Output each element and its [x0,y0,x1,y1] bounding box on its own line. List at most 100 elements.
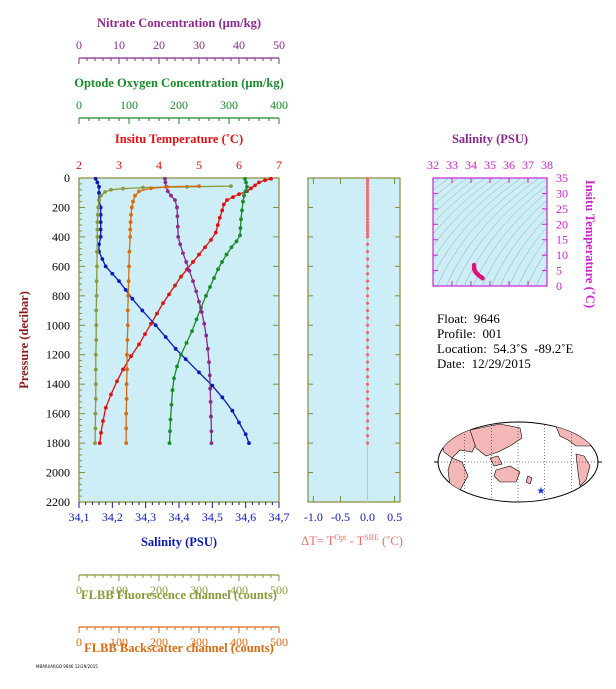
location: Location: 54.3˚S -89.2˚E [437,341,574,356]
temperature-point [203,245,207,250]
nitrate-tick-label: 30 [193,38,205,52]
oxygen-tick-label: 400 [270,98,288,112]
nitrate-point [207,373,212,378]
float-location-marker: ★ [537,486,546,497]
pressure-tick-label: 200 [52,200,70,214]
salinity-point [210,383,215,388]
backscatter-tick-label: 100 [110,635,128,649]
backscatter-point [129,212,133,217]
temperature-tick-label: 5 [196,158,202,172]
delta-t-title-part: ΔT= T [301,534,335,548]
pressure-tick-label: 400 [52,230,70,244]
nitrate-point [175,205,179,210]
ts-ytick-label: 10 [556,248,568,262]
oxygen-point [241,199,245,204]
delta-t-point [365,223,370,227]
salinity-point [197,370,201,375]
bottom-axes: 34,1 34,2 34,3 34,4 34,5 34,6 34,7 Salinity (PS… [69,502,290,655]
landmass [493,465,521,483]
temperature-point [191,260,195,264]
temperature-point [257,180,261,185]
salinity-point [230,408,235,413]
oxygen-point [239,217,243,222]
fluorescence-point [94,323,99,328]
oxygen-point [244,180,248,185]
salinity-tick-label: 34,3 [135,510,156,524]
delta-t-point [365,375,370,379]
ts-ytick-label: 5 [556,264,562,278]
fluorescence-point [93,367,98,372]
fluorescence-point [109,187,113,192]
temperature-point [99,430,103,435]
delta-t-point [365,220,370,224]
temperature-tick-label: 2 [76,158,82,172]
fluorescence-point [94,279,99,283]
backscatter-axis-title: FLBB Backscatter channel (counts) [84,641,274,655]
pressure-tick-label: 0 [64,171,70,185]
delta-t-point [365,257,370,261]
temperature-point [103,405,108,410]
backscatter-point [125,338,130,342]
nitrate-point [204,333,209,338]
ts-xtick-label: 37 [522,158,534,172]
temperature-point [249,186,253,191]
fluorescence-point [94,308,99,313]
fluorescence-point [95,220,100,225]
delta-t-point [365,197,370,201]
delta-t-point [365,397,370,401]
delta-t-panel-content: -1.0 -0.5 0.0 0.5 ΔT= TOpt - TSBE (˚C) [301,177,403,548]
backscatter-point [128,235,133,239]
backscatter-tick-label: 300 [190,635,208,649]
nitrate-point [181,251,185,256]
ts-xtick-label: 38 [541,158,553,172]
temperature-tick-label: 4 [156,158,162,172]
temperature-point [221,202,226,207]
ts-xtick-label: 34 [465,158,477,172]
temperature-point [173,283,177,288]
nitrate-point [165,189,170,194]
delta-t-point [365,194,370,198]
salinity-point [237,420,241,425]
pressure-tick-label: 800 [52,289,70,303]
nitrate-point [197,299,201,304]
ts-xtick-label: 32 [427,158,439,172]
nitrate-point [175,224,180,229]
density-contour [535,264,547,286]
oxygen-point [224,252,229,257]
ts-ytick-label: 0 [556,279,562,293]
salinity-point [117,279,121,283]
oxygen-point [208,285,212,289]
backscatter-point [197,184,201,189]
salinity-point [243,432,248,437]
pressure-tick-label: 600 [52,259,70,273]
oxygen-point [172,376,176,381]
density-contour [472,192,547,286]
oxygen-point [220,260,224,264]
salinity-point [100,257,105,261]
pressure-tick-label: 1400 [46,377,70,391]
oxygen-point [190,329,194,334]
temperature-point [209,237,213,242]
oxygen-point [167,441,172,445]
date: Date: 12/29/2015 [437,356,531,371]
temperature-point [231,195,235,200]
fluorescence-tick-label: 100 [110,583,128,597]
ts-xtick-label: 36 [503,158,515,172]
oxygen-point [204,293,208,298]
temperature-point [215,223,220,228]
pressure-axis-title: Pressure (decibar) [17,291,31,389]
temperature-point [217,215,222,220]
salinity-point [97,242,101,247]
salinity-point [98,212,103,217]
oxygen-point [229,245,234,250]
density-contour [433,178,495,235]
oxygen-point [168,417,173,422]
float-info: Float: 9646 Profile: 001 Location: 54.3˚… [437,311,573,371]
oxygen-point [243,189,248,194]
delta-t-tick-label: -1.0 [304,510,323,524]
backscatter-point [126,293,131,298]
delta-t-point [365,272,370,276]
pressure-tick-label: 1600 [46,407,70,421]
